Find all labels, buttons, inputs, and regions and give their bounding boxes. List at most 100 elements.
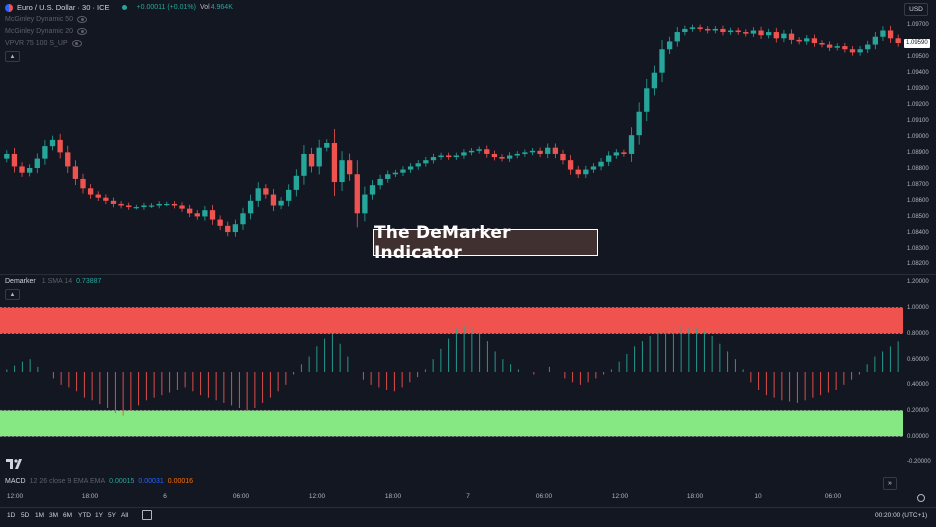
price-chart[interactable] (0, 0, 903, 272)
indicator-legend-mcginley-50[interactable]: McGinley Dynamic 50 (5, 16, 88, 23)
demarker-legend[interactable]: Demarker 1 SMA 14 0.73887 (5, 278, 101, 285)
range-button-1m[interactable]: 1M (35, 512, 45, 519)
time-tick-label: 18:00 (384, 493, 402, 500)
collapse-legend-button[interactable]: ▲ (5, 51, 20, 62)
range-button-1y[interactable]: 1Y (95, 512, 103, 519)
candle-body (651, 72, 658, 89)
candle-body (156, 203, 162, 206)
range-button-all[interactable]: All (121, 512, 129, 519)
candle-body (225, 225, 231, 233)
scroll-to-realtime-button[interactable]: » (883, 477, 897, 490)
candle-body (529, 150, 536, 153)
candle-body (636, 111, 642, 136)
candle-body (826, 44, 833, 48)
indicator-label: McGinley Dynamic 50 (5, 16, 74, 23)
candle-body (522, 152, 528, 154)
time-tick-label: 18:00 (81, 493, 99, 500)
candle-body (857, 49, 863, 53)
candle-body (666, 41, 673, 50)
time-axis[interactable]: 12:00 18:00 6 06:00 12:00 18:00 7 06:00 12:00 18:… (0, 490, 903, 504)
candle-body (126, 205, 132, 208)
indicator-legend-mcginley-20[interactable]: McGinley Dynamic 20 (5, 28, 88, 35)
time-tick-label: 06:00 (824, 493, 842, 500)
candle-body (842, 46, 848, 50)
eye-icon[interactable] (77, 16, 88, 23)
candle-body (644, 88, 650, 112)
candle-body (796, 39, 802, 42)
eye-icon[interactable] (71, 40, 82, 47)
volume-value: 4.964K (210, 4, 233, 11)
candle-body (887, 30, 894, 39)
candle-body (659, 49, 665, 73)
symbol-legend[interactable]: Euro / U.S. Dollar · 30 · ICE +0.00011 (… (5, 3, 233, 12)
candle-body (491, 153, 498, 158)
candle-body (545, 147, 551, 154)
candle-body (34, 158, 40, 168)
macd-legend[interactable]: MACD 12 26 close 9 EMA EMA 0.00015 0.000… (5, 478, 193, 485)
collapse-demarker-button[interactable]: ▲ (5, 289, 20, 300)
candle-body (263, 188, 269, 195)
eye-icon[interactable] (77, 28, 88, 35)
price-axis[interactable]: 1.09700 1.09500 1.09400 1.09300 1.09200 1.091… (903, 0, 936, 272)
indicator-label: VPVR 75 100 S_UP (5, 40, 68, 47)
range-button-5y[interactable]: 5Y (108, 512, 116, 519)
price-tick-label: 1.09400 (907, 70, 929, 76)
candle-body (606, 155, 612, 162)
candle-body (354, 174, 360, 214)
range-button-3m[interactable]: 3M (49, 512, 59, 519)
macd-value-3: 0.00016 (167, 478, 194, 485)
indicator-legend-vpvr[interactable]: VPVR 75 100 S_UP (5, 40, 82, 47)
range-button-6m[interactable]: 6M (63, 512, 73, 519)
candle-body (255, 188, 261, 201)
candle-body (735, 30, 741, 33)
candle-body (682, 28, 688, 33)
macd-params: 12 26 close 9 EMA EMA (29, 478, 106, 485)
demarker-chart[interactable] (0, 277, 903, 475)
candle-body (179, 205, 185, 209)
range-button-1d[interactable]: 1D (7, 512, 16, 519)
candle-body (613, 152, 619, 156)
candle-body (453, 155, 459, 158)
candle-body (369, 185, 376, 195)
candle-body (19, 166, 25, 173)
market-status-dot (121, 5, 127, 10)
candle-body (743, 32, 749, 34)
candle-body (804, 38, 810, 42)
chevron-up-icon: ▲ (9, 291, 16, 298)
macd-value-2: 0.00031 (138, 478, 164, 485)
candle-body (415, 163, 421, 167)
demarker-tick-label: 0.40000 (907, 382, 929, 388)
candle-body (110, 200, 117, 204)
currency-button[interactable]: USD (904, 3, 928, 16)
macd-name: MACD (5, 478, 26, 485)
overbought-band (0, 307, 903, 334)
candle-body (133, 207, 139, 209)
price-tick-label: 1.08200 (907, 261, 929, 267)
candle-body (575, 169, 581, 175)
demarker-tick-label: 1.00000 (907, 305, 929, 311)
candle-body (750, 30, 757, 34)
chart-settings-icon[interactable] (917, 494, 925, 502)
candle-body (560, 153, 566, 161)
demarker-axis[interactable]: 1.20000 1.00000 0.80000 0.60000 0.40000 0.200… (903, 277, 936, 475)
oversold-band (0, 410, 903, 437)
indicator-label: McGinley Dynamic 20 (5, 28, 74, 35)
range-button-ytd[interactable]: YTD (78, 512, 91, 519)
candle-body (567, 160, 574, 170)
date-range-icon[interactable] (142, 510, 152, 520)
time-tick-label: 06:00 (535, 493, 553, 500)
candle-body (346, 160, 353, 175)
price-tick-label: 1.08300 (907, 246, 929, 252)
demarker-tick-label: -0.20000 (907, 459, 931, 465)
tradingview-logo[interactable] (6, 459, 22, 472)
range-button-5d[interactable]: 5D (21, 512, 30, 519)
candle-body (324, 143, 330, 148)
demarker-name: Demarker (5, 278, 36, 285)
candle-body (438, 155, 444, 158)
clock-display[interactable]: 00:20:00 (UTC+1) (875, 512, 928, 519)
candle-body (834, 46, 840, 48)
candle-body (865, 44, 871, 50)
pane-separator[interactable] (0, 274, 936, 275)
candle-body (202, 210, 208, 217)
demarker-value: 0.73887 (76, 278, 102, 285)
